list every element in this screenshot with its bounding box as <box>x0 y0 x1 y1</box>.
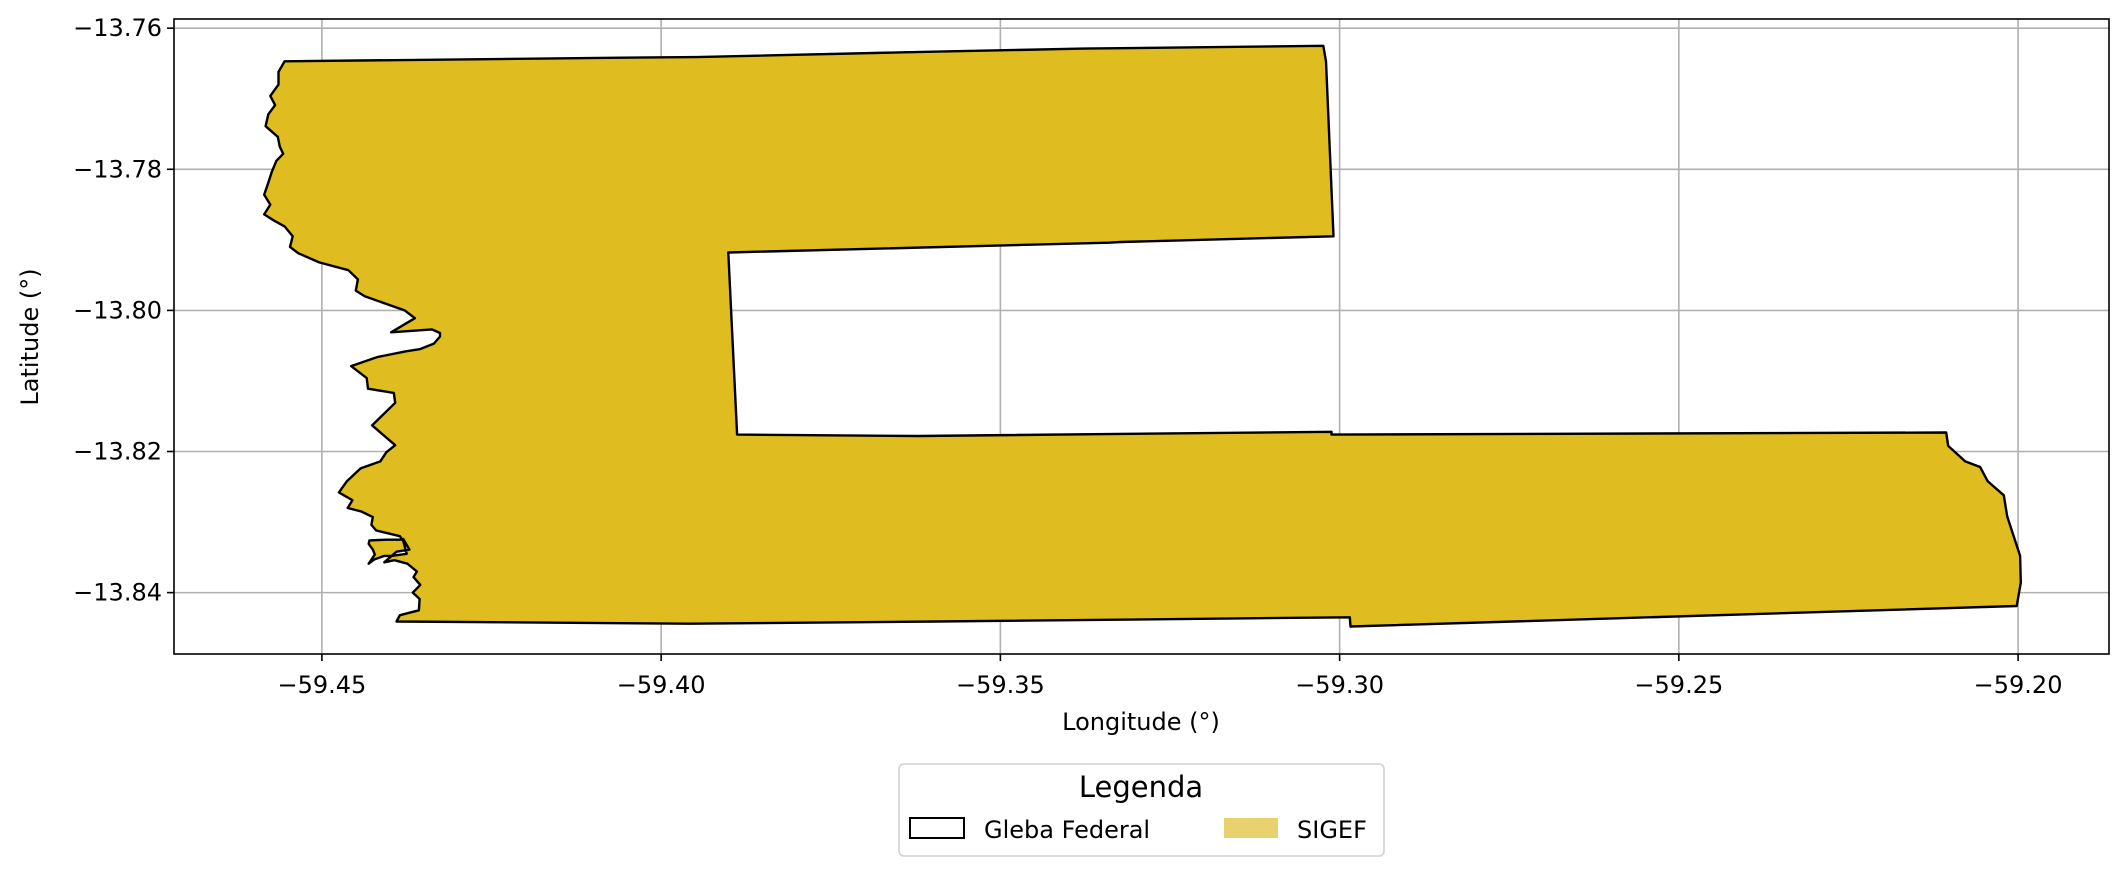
y-tick-label: −13.84 <box>73 579 162 607</box>
y-tick-label: −13.76 <box>73 14 162 42</box>
x-tick-label: −59.30 <box>1295 671 1384 699</box>
x-tick-label: −59.45 <box>277 671 366 699</box>
x-axis-label: Longitude (°) <box>1062 708 1220 736</box>
x-tick-label: −59.35 <box>956 671 1045 699</box>
legend-box: Legenda Gleba Federal SIGEF <box>898 763 1385 857</box>
legend-swatch-gleba-federal <box>909 817 965 839</box>
x-tick-label: −59.25 <box>1634 671 1723 699</box>
axis-ticks: −59.45 −59.40 −59.35 −59.30 −59.25 −59.20 −13.… <box>73 14 2062 699</box>
y-tick-label: −13.80 <box>73 296 162 324</box>
legend-label-sigef: SIGEF <box>1297 816 1367 844</box>
sigef-polygon <box>263 44 2022 628</box>
y-tick-label: −13.78 <box>73 155 162 183</box>
legend-swatch-sigef <box>1224 818 1278 838</box>
axes-frame <box>173 18 2110 655</box>
y-axis-label: Latitude (°) <box>16 268 44 405</box>
x-tick-label: −59.20 <box>1974 671 2063 699</box>
legend-label-gleba-federal: Gleba Federal <box>984 816 1150 844</box>
legend-title: Legenda <box>1079 770 1203 804</box>
y-tick-label: −13.82 <box>73 438 162 466</box>
x-tick-label: −59.40 <box>617 671 706 699</box>
